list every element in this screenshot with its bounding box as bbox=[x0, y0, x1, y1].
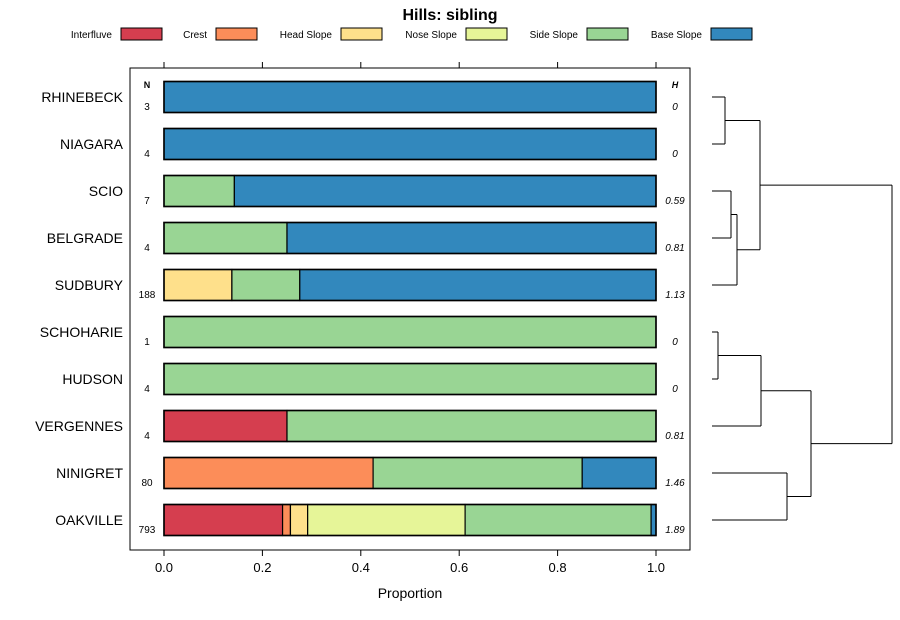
bar-segment-interfluve bbox=[163, 409, 288, 443]
dendrogram bbox=[712, 96, 893, 521]
row-scio: SCIO 7 0.59 bbox=[89, 174, 685, 208]
row-label: HUDSON bbox=[62, 371, 123, 387]
bar-segment-base-slope bbox=[286, 221, 657, 255]
x-tick-label: 0.0 bbox=[155, 560, 173, 575]
legend-swatch-0 bbox=[120, 27, 163, 41]
bar-segment-interfluve bbox=[163, 503, 284, 537]
row-n-value: 7 bbox=[144, 196, 150, 207]
bar-segment-side-slope bbox=[163, 174, 235, 208]
row-h-value: 0 bbox=[672, 102, 678, 113]
row-n-value: 3 bbox=[144, 102, 150, 113]
row-label: SCHOHARIE bbox=[40, 324, 123, 340]
x-tick-label: 0.2 bbox=[253, 560, 271, 575]
bar-segment-base-slope bbox=[163, 80, 657, 114]
row-label: OAKVILLE bbox=[55, 512, 123, 528]
legend-swatch-5 bbox=[710, 27, 753, 41]
row-label: SCIO bbox=[89, 183, 123, 199]
bar-outline bbox=[163, 362, 657, 396]
bar-segment-base-slope bbox=[233, 174, 657, 208]
legend-label-1: Crest bbox=[183, 30, 207, 41]
bar-segment-side-slope bbox=[372, 456, 583, 490]
row-label: NINIGRET bbox=[56, 465, 123, 481]
bar-segment-side-slope bbox=[163, 315, 657, 349]
row-rhinebeck: RHINEBECK 3 0 bbox=[41, 80, 678, 114]
legend-label-5: Base Slope bbox=[651, 30, 703, 41]
row-n-value: 4 bbox=[144, 431, 150, 442]
row-n-value: 4 bbox=[144, 243, 150, 254]
bar-outline bbox=[163, 456, 657, 490]
bar-rows: RHINEBECK 3 0 NIAGARA 4 0 SCIO 7 0.59 BELGRADE 4 0.… bbox=[35, 80, 685, 537]
row-h-value: 0 bbox=[672, 384, 678, 395]
chart-title: Hills: sibling bbox=[402, 7, 497, 24]
bar-segment-base-slope bbox=[299, 268, 657, 302]
row-h-value: 0.59 bbox=[665, 196, 685, 207]
bar-segment-nose-slope bbox=[307, 503, 466, 537]
bar-outline bbox=[163, 409, 657, 443]
legend-label-4: Side Slope bbox=[530, 30, 579, 41]
row-h-value: 1.89 bbox=[665, 525, 685, 536]
legend-label-2: Head Slope bbox=[280, 30, 333, 41]
legend-swatch-2 bbox=[340, 27, 383, 41]
bar-segment-head-slope bbox=[163, 268, 233, 302]
row-label: NIAGARA bbox=[60, 136, 124, 152]
legend-swatch-3 bbox=[465, 27, 508, 41]
row-vergennes: VERGENNES 4 0.81 bbox=[35, 409, 685, 443]
row-n-value: 4 bbox=[144, 384, 150, 395]
row-n-value: 793 bbox=[139, 525, 156, 536]
legend: Interfluve Crest Head Slope Nose Slope Side … bbox=[71, 27, 753, 41]
bar-outline bbox=[163, 503, 657, 537]
bar-outline bbox=[163, 268, 657, 302]
row-belgrade: BELGRADE 4 0.81 bbox=[47, 221, 685, 255]
bar-outline bbox=[163, 315, 657, 349]
plot-frame bbox=[129, 67, 691, 551]
row-h-value: 0.81 bbox=[665, 243, 684, 254]
bar-segment-side-slope bbox=[231, 268, 301, 302]
row-n-value: 80 bbox=[141, 478, 153, 489]
legend-label-3: Nose Slope bbox=[405, 30, 457, 41]
bar-outline bbox=[163, 221, 657, 255]
row-n-value: 188 bbox=[139, 290, 156, 301]
bar-segment-base-slope bbox=[163, 127, 657, 161]
bar-segment-base-slope bbox=[581, 456, 657, 490]
row-hudson: HUDSON 4 0 bbox=[62, 362, 678, 396]
bar-segment-crest bbox=[163, 456, 374, 490]
row-h-value: 0 bbox=[672, 337, 678, 348]
bar-outline bbox=[163, 174, 657, 208]
row-sudbury: SUDBURY 188 1.13 bbox=[55, 268, 685, 302]
bar-segment-side-slope bbox=[464, 503, 652, 537]
row-h-value: 1.46 bbox=[665, 478, 685, 489]
h-column-header: H bbox=[672, 80, 679, 90]
n-column-header: N bbox=[144, 80, 151, 90]
legend-swatch-4 bbox=[586, 27, 629, 41]
bar-segment-side-slope bbox=[286, 409, 657, 443]
row-n-value: 1 bbox=[144, 337, 150, 348]
legend-swatch-1 bbox=[215, 27, 258, 41]
x-tick-label: 0.6 bbox=[450, 560, 468, 575]
x-axis: 0.0 0.2 0.4 0.6 0.8 1.0 bbox=[155, 62, 665, 575]
x-tick-label: 0.8 bbox=[549, 560, 567, 575]
row-label: VERGENNES bbox=[35, 418, 123, 434]
row-schoharie: SCHOHARIE 1 0 bbox=[40, 315, 678, 349]
row-label: BELGRADE bbox=[47, 230, 123, 246]
bar-outline bbox=[163, 127, 657, 161]
bar-segment-crest bbox=[281, 503, 292, 537]
bar-segment-side-slope bbox=[163, 221, 288, 255]
row-h-value: 0 bbox=[672, 149, 678, 160]
row-h-value: 0.81 bbox=[665, 431, 684, 442]
x-axis-title: Proportion bbox=[378, 585, 443, 601]
legend-label-0: Interfluve bbox=[71, 30, 113, 41]
row-h-value: 1.13 bbox=[665, 290, 685, 301]
bar-segment-side-slope bbox=[163, 362, 657, 396]
row-label: RHINEBECK bbox=[41, 89, 123, 105]
row-n-value: 4 bbox=[144, 149, 150, 160]
row-label: SUDBURY bbox=[55, 277, 124, 293]
x-tick-label: 1.0 bbox=[647, 560, 665, 575]
row-niagara: NIAGARA 4 0 bbox=[60, 127, 678, 161]
row-oakville: OAKVILLE 793 1.89 bbox=[55, 503, 685, 537]
x-tick-label: 0.4 bbox=[352, 560, 370, 575]
row-ninigret: NINIGRET 80 1.46 bbox=[56, 456, 685, 490]
bar-segment-head-slope bbox=[289, 503, 309, 537]
bar-outline bbox=[163, 80, 657, 114]
